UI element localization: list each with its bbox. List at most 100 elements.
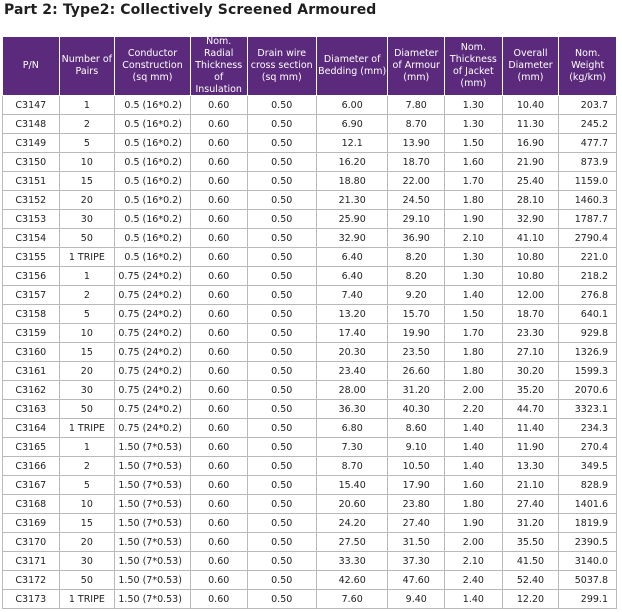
- table-row: C3170 20 1.50 (7*0.53) 0.60 0.50 27.50 31.50 2.…: [2, 532, 617, 552]
- table-cell: 299.1: [558, 589, 617, 609]
- table-cell: 0.5 (16*0.2): [114, 190, 191, 210]
- table-cell: 1.50 (7*0.53): [114, 456, 191, 476]
- table-cell: 1.50 (7*0.53): [114, 589, 191, 609]
- table-cell: 0.5 (16*0.2): [114, 95, 191, 115]
- table-cell: 18.80: [315, 171, 389, 191]
- table-cell: 349.5: [558, 456, 617, 476]
- table-cell: 0.60: [189, 266, 248, 286]
- table-cell: 52.40: [501, 570, 560, 590]
- table-cell: C3166: [2, 456, 60, 476]
- table-cell: 1.70: [444, 323, 503, 343]
- table-cell: C3147: [2, 95, 60, 115]
- table-cell: 0.5 (16*0.2): [114, 209, 191, 229]
- table-cell: 0.50: [246, 228, 317, 248]
- table-cell: 0.5 (16*0.2): [114, 133, 191, 153]
- table-cell: 20: [58, 532, 116, 552]
- table-cell: C3161: [2, 361, 60, 381]
- table-cell: 0.5 (16*0.2): [114, 171, 191, 191]
- table-cell: 30: [58, 380, 116, 400]
- table-cell: 1.50 (7*0.53): [114, 570, 191, 590]
- table-cell: 5: [58, 133, 116, 153]
- table-cell: C3164: [2, 418, 60, 438]
- table-cell: 1599.3: [558, 361, 617, 381]
- table-cell: 30: [58, 209, 116, 229]
- table-cell: 12.1: [315, 133, 389, 153]
- table-cell: C3152: [2, 190, 60, 210]
- table-cell: 12.00: [501, 285, 560, 305]
- header-label-overall-diameter: Overall Diameter (mm): [508, 48, 553, 83]
- table-cell: 7.30: [315, 437, 389, 457]
- table-cell: 2: [58, 285, 116, 305]
- table-cell: C3173: [2, 589, 60, 609]
- table-row: C3163 50 0.75 (24*0.2) 0.60 0.50 36.30 40.30 2.…: [2, 399, 617, 419]
- table-cell: C3156: [2, 266, 60, 286]
- table-cell: 0.50: [246, 570, 317, 590]
- table-row: C3155 1 TRIPE 0.5 (16*0.2) 0.60 0.50 6.40 8.20…: [2, 247, 617, 267]
- table-cell: 10: [58, 323, 116, 343]
- table-cell: 0.75 (24*0.2): [114, 342, 191, 362]
- table-cell: 15: [58, 171, 116, 191]
- table-cell: 0.60: [189, 437, 248, 457]
- table-row: C3152 20 0.5 (16*0.2) 0.60 0.50 21.30 24.50 1.8…: [2, 190, 617, 210]
- table-body: C3147 1 0.5 (16*0.2) 0.60 0.50 6.00 7.80 1.30 10…: [2, 95, 617, 609]
- table-cell: C3167: [2, 475, 60, 495]
- header-label-weight: Nom. Weight (kg/km): [569, 48, 607, 83]
- table-cell: 23.50: [387, 342, 446, 362]
- table-row: C3161 20 0.75 (24*0.2) 0.60 0.50 23.40 26.60 1.…: [2, 361, 617, 381]
- table-cell: 0.50: [246, 171, 317, 191]
- table-cell: 5037.8: [558, 570, 617, 590]
- table-cell: 10: [58, 494, 116, 514]
- table-cell: 2790.4: [558, 228, 617, 248]
- table-cell: 1.30: [444, 114, 503, 134]
- table-cell: 9.40: [387, 589, 446, 609]
- table-row: C3164 1 TRIPE 0.75 (24*0.2) 0.60 0.50 6.80 8.6…: [2, 418, 617, 438]
- table-cell: 1.50 (7*0.53): [114, 513, 191, 533]
- table-cell: 0.60: [189, 399, 248, 419]
- table-cell: 10.80: [501, 247, 560, 267]
- table-row: C3154 50 0.5 (16*0.2) 0.60 0.50 32.90 36.90 2.1…: [2, 228, 617, 248]
- table-cell: 1.60: [444, 152, 503, 172]
- table-cell: 28.10: [501, 190, 560, 210]
- table-cell: 1.40: [444, 437, 503, 457]
- table-cell: 2.40: [444, 570, 503, 590]
- table-cell: 20.30: [315, 342, 389, 362]
- table-cell: 0.50: [246, 95, 317, 115]
- table-cell: 50: [58, 570, 116, 590]
- table-cell: 0.75 (24*0.2): [114, 285, 191, 305]
- table-cell: 1: [58, 266, 116, 286]
- table-cell: 0.50: [246, 285, 317, 305]
- table-cell: 0.50: [246, 323, 317, 343]
- table-cell: 2.00: [444, 380, 503, 400]
- table-cell: 1.40: [444, 589, 503, 609]
- table-row: C3166 2 1.50 (7*0.53) 0.60 0.50 8.70 10.50 1.40…: [2, 456, 617, 476]
- table-cell: 2390.5: [558, 532, 617, 552]
- table-cell: 0.50: [246, 304, 317, 324]
- table-cell: 0.75 (24*0.2): [114, 323, 191, 343]
- table-cell: 20: [58, 190, 116, 210]
- table-row: C3149 5 0.5 (16*0.2) 0.60 0.50 12.1 13.90 1.50 1…: [2, 133, 617, 153]
- table-cell: 2070.6: [558, 380, 617, 400]
- table-cell: 40.30: [387, 399, 446, 419]
- table-cell: 1.80: [444, 361, 503, 381]
- table-cell: 7.60: [315, 589, 389, 609]
- header-label-conductor: Conductor Construction (sq mm): [122, 48, 183, 83]
- table-cell: 5: [58, 304, 116, 324]
- table-cell: 1326.9: [558, 342, 617, 362]
- table-cell: 23.30: [501, 323, 560, 343]
- table-cell: 0.50: [246, 247, 317, 267]
- table-cell: 221.0: [558, 247, 617, 267]
- table-cell: 27.10: [501, 342, 560, 362]
- table-cell: 16.20: [315, 152, 389, 172]
- header-cell: Nom. Thickness of Jacket (mm): [444, 36, 503, 96]
- table-cell: 1.80: [444, 342, 503, 362]
- table-cell: 17.90: [387, 475, 446, 495]
- table-cell: 0.60: [189, 456, 248, 476]
- table-cell: 0.50: [246, 114, 317, 134]
- table-cell: 15.40: [315, 475, 389, 495]
- header-cell: P/N: [2, 36, 60, 96]
- table-cell: 42.60: [315, 570, 389, 590]
- table-cell: 9.10: [387, 437, 446, 457]
- table-cell: 0.60: [189, 114, 248, 134]
- table-cell: 7.80: [387, 95, 446, 115]
- table-row: C3148 2 0.5 (16*0.2) 0.60 0.50 6.90 8.70 1.30 11…: [2, 114, 617, 134]
